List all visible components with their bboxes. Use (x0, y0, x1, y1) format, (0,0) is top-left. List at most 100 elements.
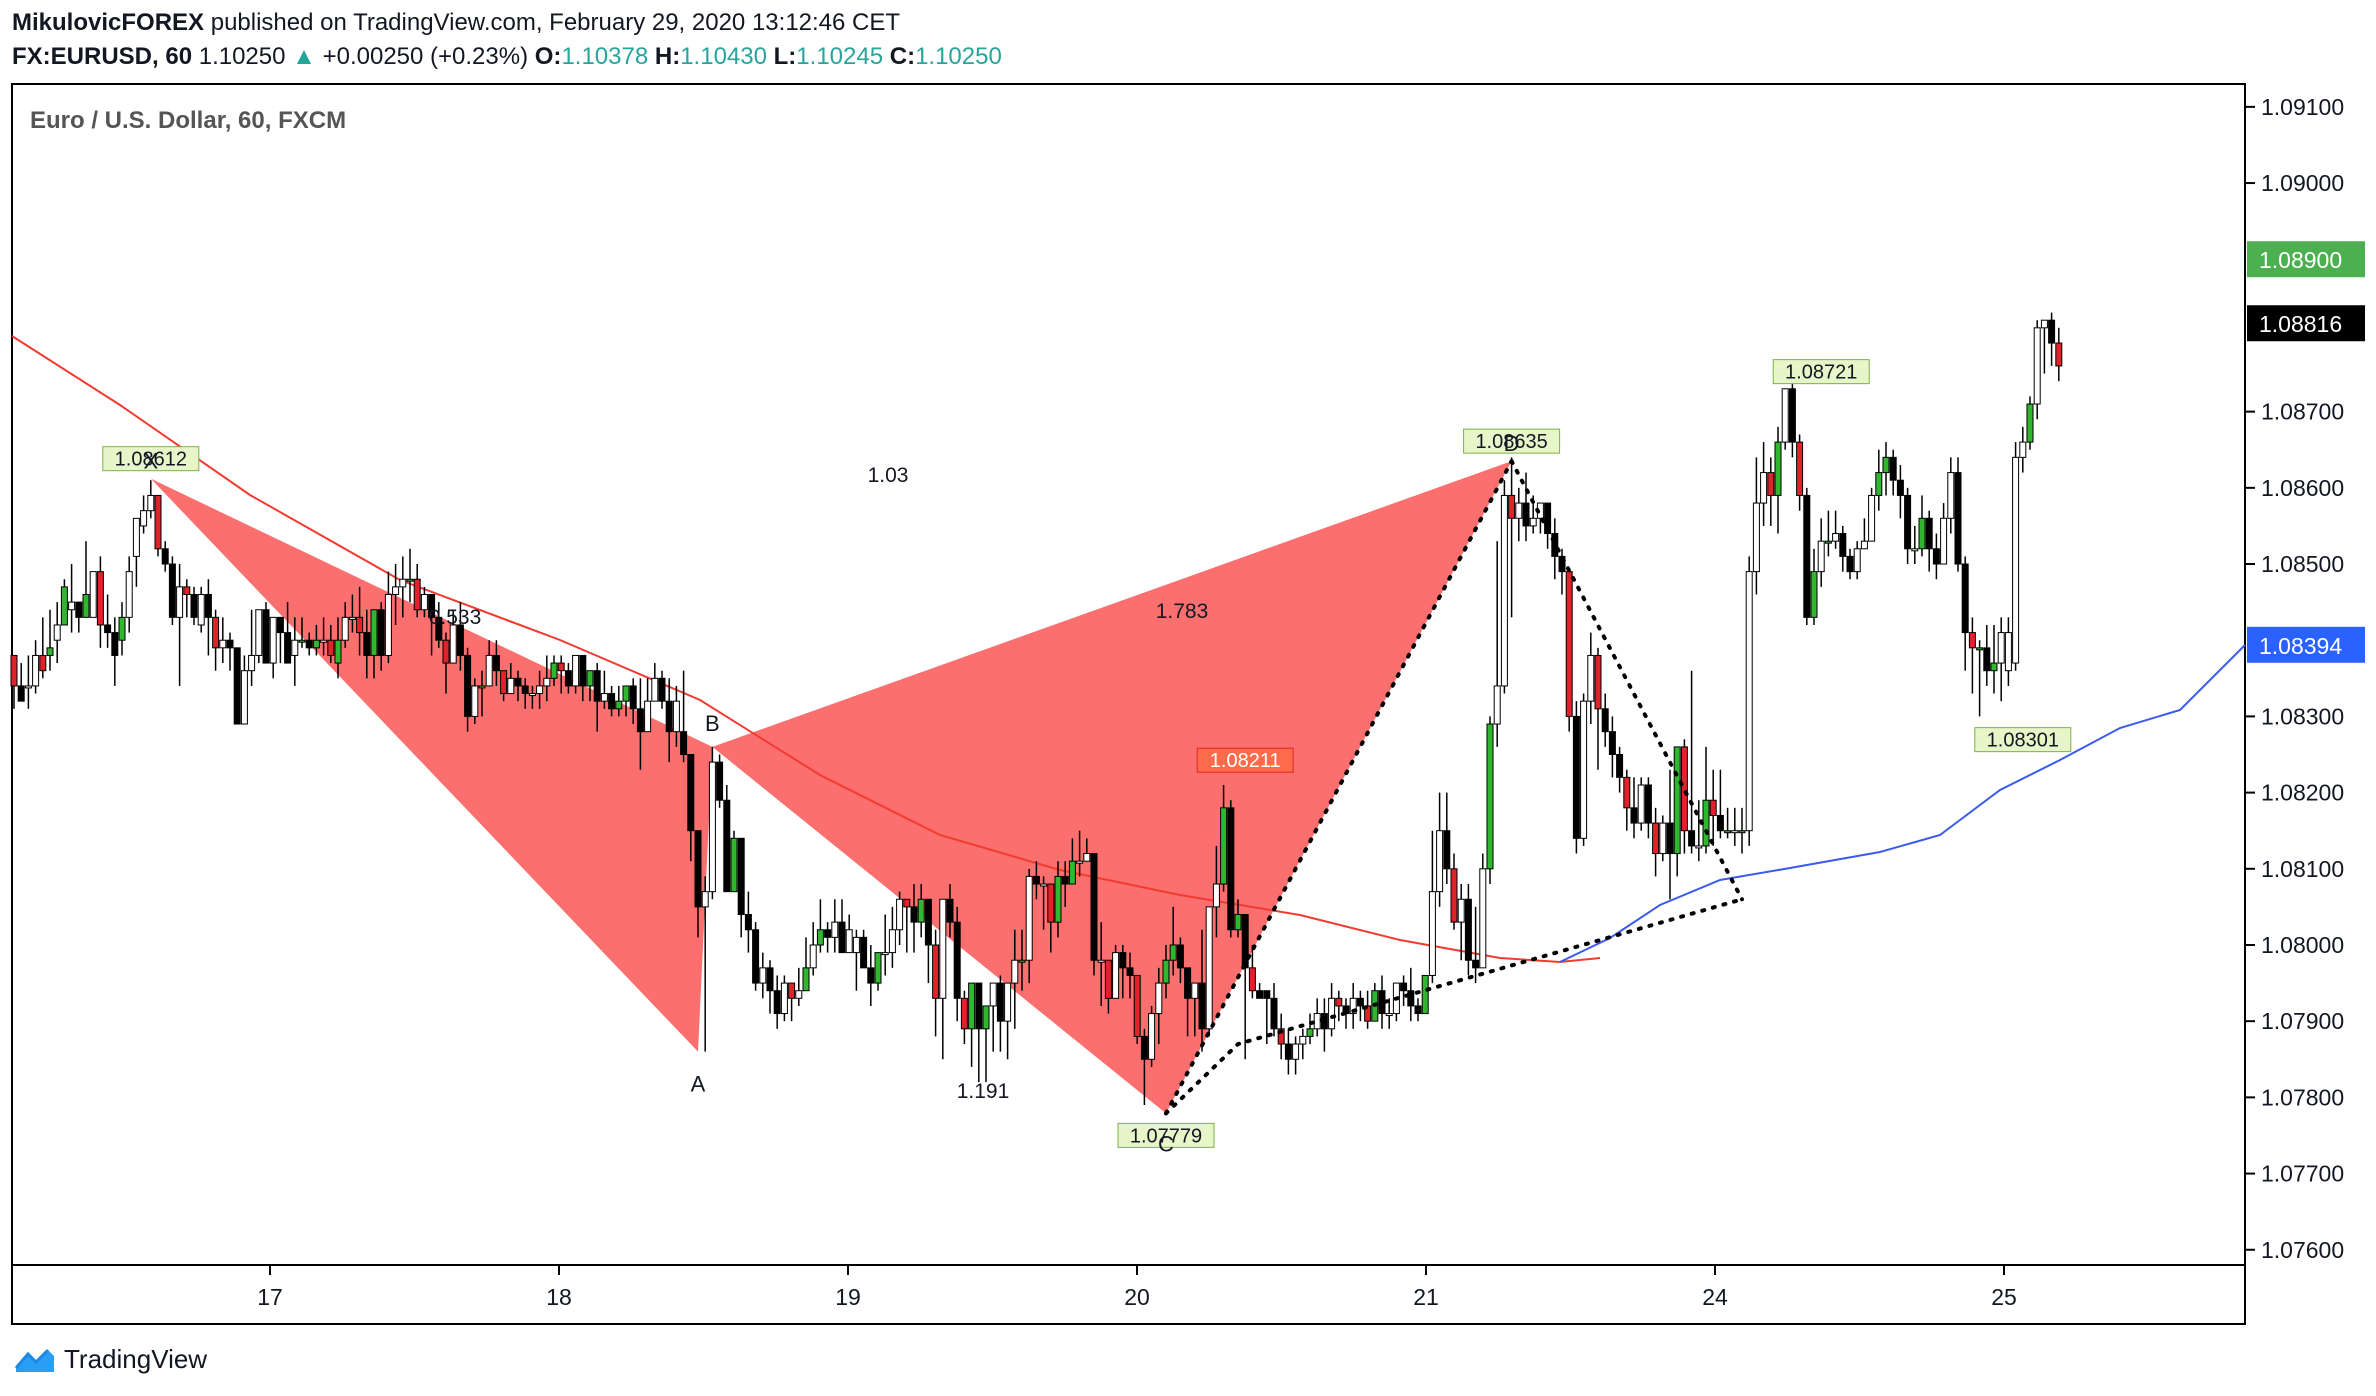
candle-body (996, 982, 1004, 1022)
candle-body (413, 578, 421, 611)
candle-body (377, 609, 385, 656)
candle-body (1162, 959, 1170, 984)
time-tick-label: 17 (257, 1284, 283, 1310)
candle-body (1155, 982, 1163, 1015)
low-value: 1.10245 (796, 43, 884, 70)
candle-body (140, 510, 148, 527)
candle-body (737, 837, 745, 916)
price-tag-label: 1.08394 (2259, 633, 2342, 659)
candle-body (874, 952, 882, 984)
candle-body (284, 632, 292, 664)
candle-body (1061, 875, 1069, 885)
candle-body (1947, 472, 1955, 519)
candle-body (1349, 997, 1357, 1015)
candle-body (744, 914, 752, 931)
candle-body (168, 563, 176, 618)
candle-body (456, 624, 464, 656)
pattern-bcd-triangle (712, 461, 1512, 1114)
candle-body (1119, 952, 1127, 969)
candle-body (608, 693, 616, 710)
candle-body (298, 639, 306, 643)
price-tick-label: 1.09000 (2261, 170, 2344, 196)
candle-body (1738, 830, 1746, 834)
tradingview-logo[interactable]: TradingView (14, 1344, 207, 1375)
candle-body (852, 936, 860, 954)
candle-body (370, 609, 378, 656)
candle-body (1666, 822, 1674, 855)
candle-body (802, 967, 810, 992)
candle-body (1241, 914, 1249, 969)
candle-body (1918, 517, 1926, 550)
candle-body (1652, 822, 1660, 855)
pattern-price-label-box (1463, 428, 1561, 454)
candle-body (788, 982, 796, 999)
candle-body (1976, 647, 1984, 651)
candle-body (197, 593, 205, 626)
candle-body (89, 571, 97, 618)
candle-body (982, 1005, 990, 1030)
candle-body (1558, 555, 1566, 573)
candle-body (1623, 776, 1631, 809)
xabcd-pattern[interactable] (150, 461, 1512, 1114)
candle-body (716, 761, 724, 801)
candle-body (204, 593, 212, 618)
candle-body (507, 677, 515, 695)
candle-body (1464, 898, 1472, 961)
candle-body (989, 982, 997, 1007)
pattern-point-C: C (1158, 1131, 1174, 1156)
candle-body (183, 586, 191, 595)
candle-body (125, 571, 133, 618)
candle-body (1112, 952, 1120, 999)
annotation-label: 1.08301 (1987, 730, 2059, 752)
candle-body (1047, 883, 1055, 923)
candle-body (1212, 883, 1220, 908)
candle-body (1752, 502, 1760, 573)
candle-body (312, 639, 320, 649)
candle-body (478, 685, 486, 689)
close-label: C: (889, 43, 916, 70)
time-tick-label: 21 (1413, 1284, 1439, 1310)
candle-body (1616, 754, 1624, 778)
candle-body (1788, 388, 1796, 443)
candle-body (665, 700, 673, 733)
candle-body (1817, 540, 1825, 573)
candle-body (334, 639, 342, 664)
candle-body (1522, 502, 1530, 527)
dotted-trendlines[interactable] (1164, 459, 1744, 1116)
candle-body (1292, 1043, 1300, 1060)
candle-body (46, 647, 54, 656)
candle-body (680, 731, 688, 756)
ohlc-line: FX:EURUSD, 60 1.10250 ▲ +0.00250 (+0.23%… (12, 42, 1002, 72)
candle-body (392, 586, 400, 595)
candle-body (82, 593, 90, 618)
tradingview-logo-icon (14, 1348, 54, 1372)
candle-body (1256, 990, 1264, 999)
candle-body (111, 632, 119, 656)
time-axis[interactable]: 17 18 19 20 21 24 25 (257, 1265, 2017, 1310)
candle-body (384, 593, 392, 656)
author-name[interactable]: MikulovicFOREX (12, 9, 205, 36)
candle-body (1932, 548, 1940, 565)
pattern-ratio-label: 0.533 (429, 606, 482, 629)
pattern-price-label: 1.07779 (1130, 1125, 1202, 1147)
candle-body (730, 837, 738, 893)
candle-body (1767, 472, 1775, 496)
candle-body (1097, 959, 1105, 963)
candle-body (939, 898, 947, 999)
candle-body (1299, 1035, 1307, 1045)
candle-body (255, 609, 263, 656)
price-axis[interactable]: 1.09100 1.09000 1.08700 1.08600 1.08500 1.083… (2245, 94, 2365, 1263)
pattern-xab-triangle (150, 478, 713, 1052)
candle-body (816, 929, 824, 946)
candle-body (867, 967, 875, 984)
c-projection-dotted-line (1164, 897, 1744, 1116)
candle-body (809, 944, 817, 969)
annotation-label: 1.08211 (1210, 750, 1281, 772)
pattern-ratio-label: 1.03 (868, 464, 909, 487)
candle-body (276, 616, 284, 634)
candle-body (1637, 784, 1645, 824)
candle-body (651, 677, 659, 702)
candle-body (536, 685, 544, 695)
candle-body (1954, 472, 1962, 565)
